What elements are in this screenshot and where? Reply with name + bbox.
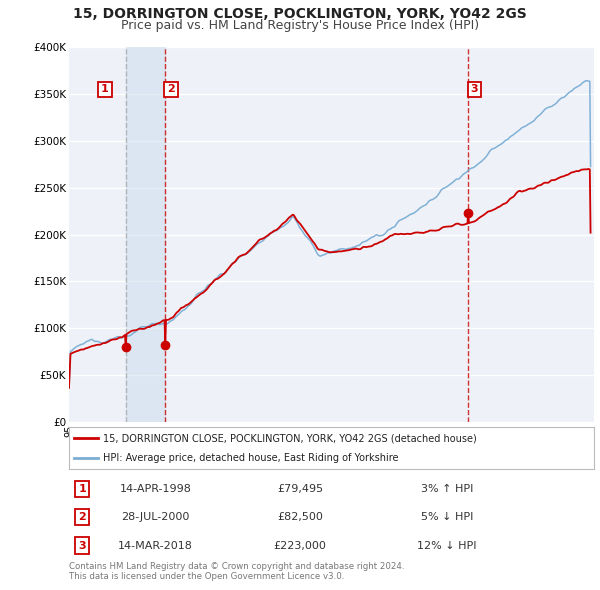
Text: 3% ↑ HPI: 3% ↑ HPI	[421, 484, 473, 494]
Text: £79,495: £79,495	[277, 484, 323, 494]
Text: Contains HM Land Registry data © Crown copyright and database right 2024.
This d: Contains HM Land Registry data © Crown c…	[69, 562, 404, 581]
Text: 3: 3	[79, 540, 86, 550]
Text: 15, DORRINGTON CLOSE, POCKLINGTON, YORK, YO42 2GS (detached house): 15, DORRINGTON CLOSE, POCKLINGTON, YORK,…	[103, 433, 477, 443]
Text: 5% ↓ HPI: 5% ↓ HPI	[421, 512, 473, 522]
Text: Price paid vs. HM Land Registry's House Price Index (HPI): Price paid vs. HM Land Registry's House …	[121, 19, 479, 32]
Text: 2: 2	[78, 512, 86, 522]
Text: 15, DORRINGTON CLOSE, POCKLINGTON, YORK, YO42 2GS: 15, DORRINGTON CLOSE, POCKLINGTON, YORK,…	[73, 7, 527, 21]
Text: 1: 1	[101, 84, 109, 94]
Text: 14-APR-1998: 14-APR-1998	[119, 484, 191, 494]
Text: HPI: Average price, detached house, East Riding of Yorkshire: HPI: Average price, detached house, East…	[103, 454, 398, 463]
Text: 14-MAR-2018: 14-MAR-2018	[118, 540, 193, 550]
Text: 1: 1	[78, 484, 86, 494]
Text: 12% ↓ HPI: 12% ↓ HPI	[417, 540, 477, 550]
Text: 3: 3	[470, 84, 478, 94]
Text: £82,500: £82,500	[277, 512, 323, 522]
Bar	[125, 47, 165, 422]
Text: 2: 2	[167, 84, 175, 94]
Text: £223,000: £223,000	[274, 540, 326, 550]
Text: 28-JUL-2000: 28-JUL-2000	[121, 512, 190, 522]
